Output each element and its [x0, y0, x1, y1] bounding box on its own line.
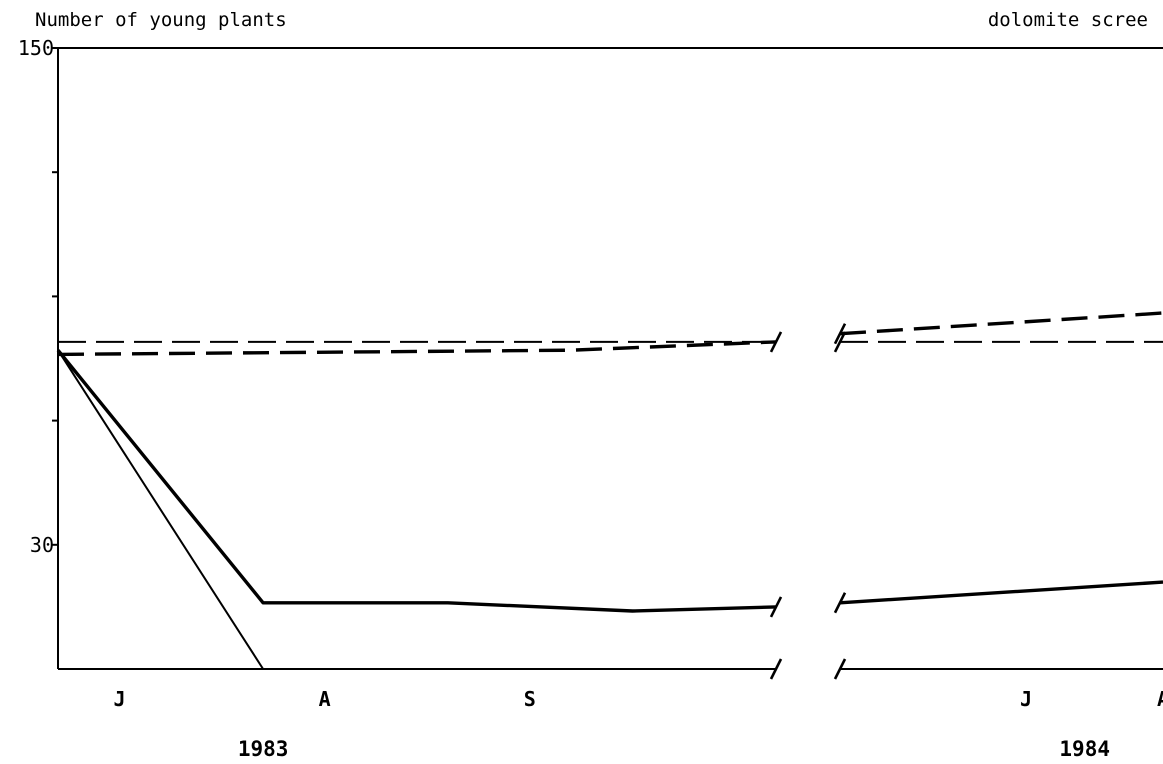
series-1-line	[839, 311, 1163, 336]
series-layer	[56, 311, 1163, 680]
axis-break-mark	[833, 331, 847, 353]
series-3-line	[57, 349, 264, 670]
year-label: 1983	[238, 737, 289, 761]
series-2-line	[56, 349, 777, 613]
chart-title: dolomite scree	[988, 9, 1148, 31]
x-tick-label: J	[114, 687, 126, 711]
x-tick-label: A	[319, 687, 331, 711]
axis-break-mark	[769, 331, 783, 353]
x-tick-label: S	[524, 687, 536, 711]
axis-break-mark	[833, 592, 847, 614]
y-tick-label: 30	[30, 533, 54, 557]
series-1-line	[57, 340, 777, 357]
year-label: 1984	[1059, 737, 1110, 761]
axis-break-mark	[833, 658, 847, 680]
axis-break-mark	[769, 596, 783, 618]
labels-layer: J A S J A 1983 1984	[114, 687, 1163, 761]
axis-break-mark	[833, 323, 847, 345]
axis-break-mark	[769, 658, 783, 680]
y-axis-title: Number of young plants	[35, 9, 287, 31]
y-tick-label: 150	[18, 36, 54, 60]
x-tick-label: A	[1157, 687, 1163, 711]
series-2-line	[839, 580, 1163, 605]
x-tick-label: J	[1020, 687, 1032, 711]
axes: 150 30	[18, 36, 1163, 670]
